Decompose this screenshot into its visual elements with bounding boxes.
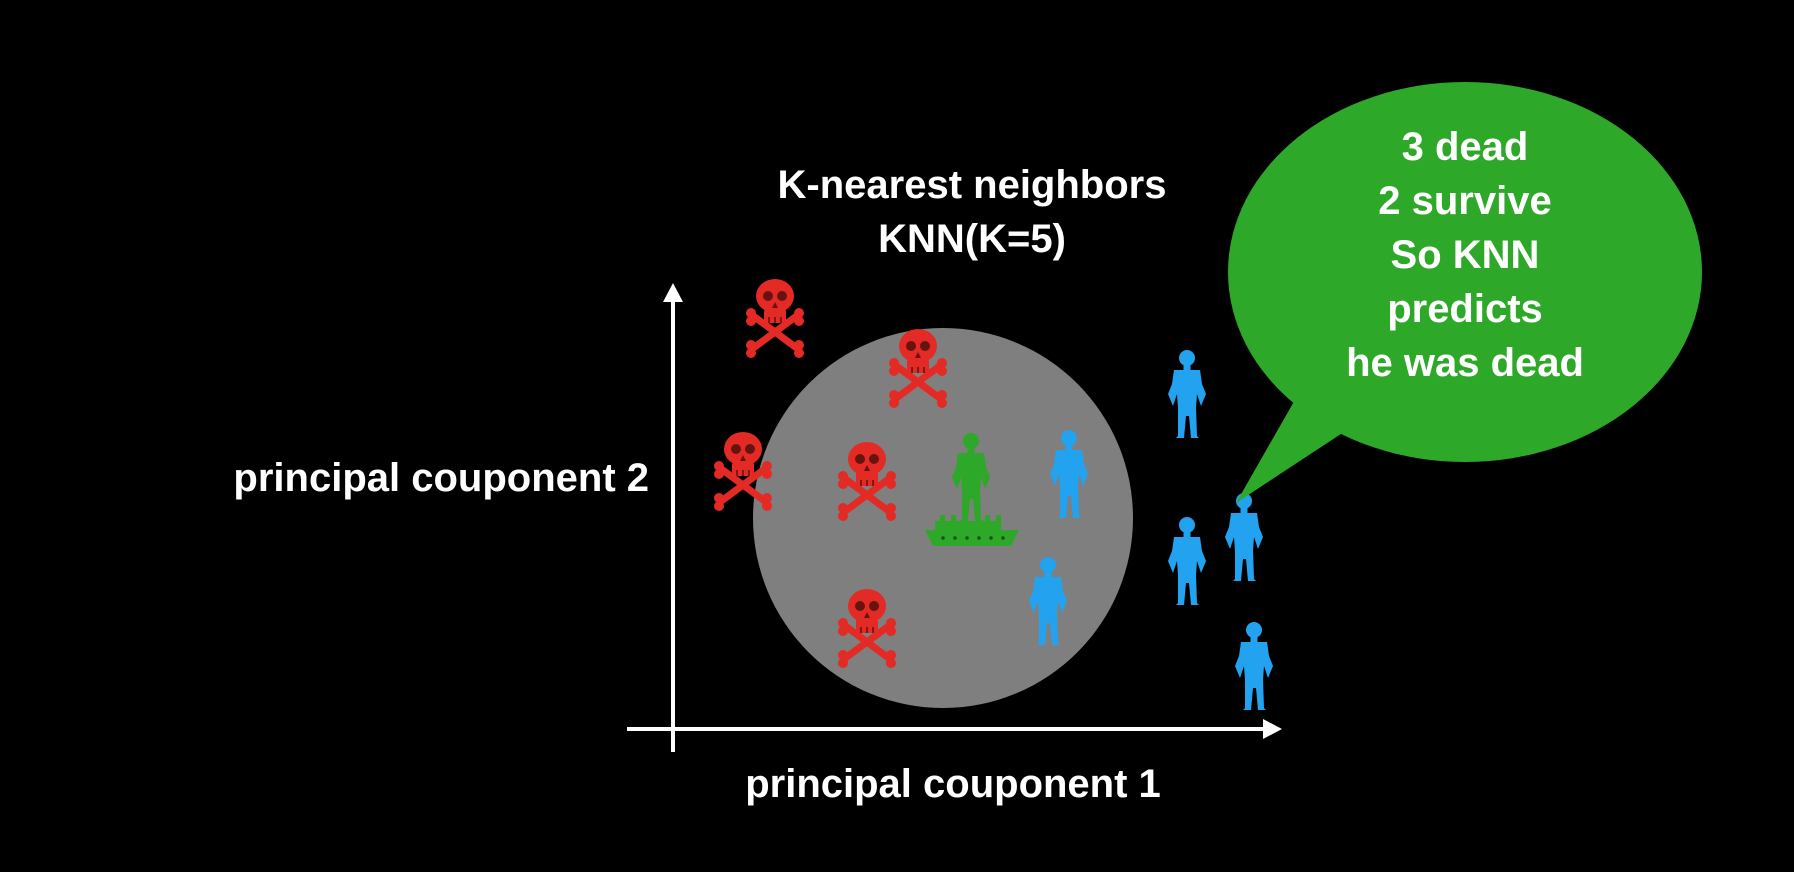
diagram-title-line-1: K-nearest neighbors [778, 163, 1167, 207]
survived-passenger-marker [1168, 350, 1206, 438]
speech-bubble-line-2: 2 survive [1378, 179, 1551, 223]
speech-bubble: 3 dead 2 survive So KNN predicts he was … [1228, 82, 1702, 503]
y-axis [663, 283, 683, 752]
person-icon [1168, 350, 1206, 438]
x-axis-label: principal couponent 1 [745, 762, 1161, 806]
person-icon [1235, 622, 1273, 710]
speech-bubble-tail [1236, 398, 1350, 503]
skull-crossbones-icon [746, 279, 804, 358]
survived-passenger-marker [1235, 622, 1273, 710]
speech-bubble-line-1: 3 dead [1402, 125, 1529, 169]
person-icon [1225, 493, 1263, 581]
x-axis [627, 719, 1282, 739]
diagram-title-line-2: KNN(K=5) [878, 217, 1066, 261]
dead-passenger-marker [714, 432, 772, 511]
x-axis-arrowhead [1263, 719, 1282, 739]
skull-crossbones-icon [714, 432, 772, 511]
y-axis-arrowhead [663, 283, 683, 302]
speech-bubble-line-4: predicts [1387, 287, 1543, 331]
survived-passenger-marker [1225, 493, 1263, 581]
speech-bubble-line-3: So KNN [1391, 233, 1540, 277]
dead-passenger-marker [746, 279, 804, 358]
speech-bubble-line-5: he was dead [1346, 341, 1584, 385]
survived-passenger-marker [1168, 517, 1206, 605]
person-icon [1168, 517, 1206, 605]
speech-bubble-body [1228, 82, 1702, 462]
y-axis-label: principal couponent 2 [233, 456, 649, 500]
